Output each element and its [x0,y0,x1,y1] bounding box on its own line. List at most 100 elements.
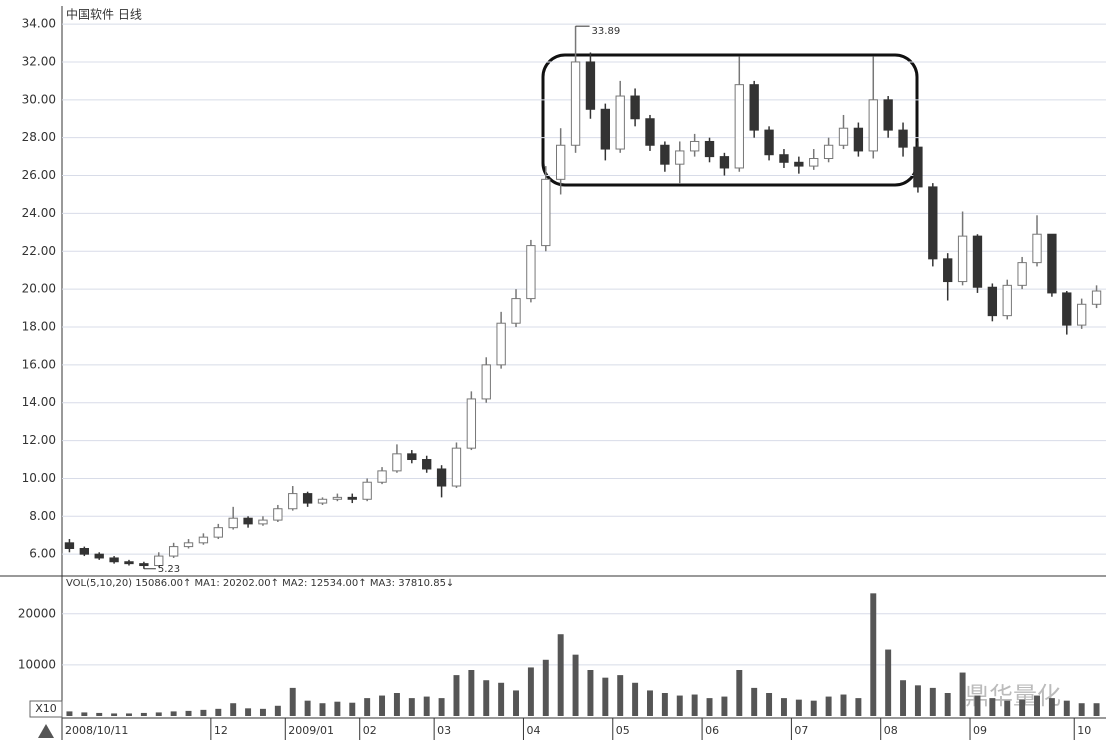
volume-bar [959,672,966,716]
candle-body [704,140,715,158]
volume-bar [1034,695,1040,716]
volume-bar [780,698,787,716]
candle-body [972,235,983,288]
candle-body [288,493,298,510]
volume-bar [155,712,162,716]
volume-bar [111,713,118,716]
candle-body [838,127,849,146]
candle-body [347,496,357,500]
volume-bar [795,699,802,716]
volume-bar [825,696,832,716]
volume-legend: VOL(5,10,20) 15086.00↑ MA1: 20202.00↑ MA… [66,578,454,589]
candle-body [1077,303,1087,326]
candle-body [258,519,268,525]
candle-body [823,144,834,160]
candle-body [600,108,610,150]
candle-body [79,547,89,555]
volume-bar [245,708,252,716]
volume-bar [364,698,371,716]
y-tick-label: 10000 [18,657,56,671]
candle-body [407,453,417,461]
x-tick-label: 08 [884,724,898,737]
candle-body [570,61,581,146]
candle-body [764,129,774,156]
y-tick-label: 24.00 [22,206,56,220]
volume-bar [900,680,907,716]
candle-body [109,557,119,563]
volume-bar [810,700,817,716]
unit-box [29,700,63,718]
y-tick-label: 8.00 [29,509,56,523]
volume-bar [200,709,207,716]
candle-body [332,496,343,500]
volume-bar [170,711,177,716]
y-tick-label: 14.00 [22,395,56,409]
volume-bar [736,670,743,716]
x-tick-label: 10 [1077,724,1091,737]
y-tick-label: 20000 [18,606,56,620]
scroll-icon [38,724,54,738]
min-label: 5.23 [158,564,180,575]
x-tick-label: 2008/10/11 [65,724,128,737]
candle-body [198,536,209,544]
volume-bar [1063,700,1070,716]
candle-body [124,561,134,565]
volume-bar [1078,703,1085,716]
x-tick-label: 07 [794,724,808,737]
volume-bar [676,695,683,716]
y-tick-label: 30.00 [22,92,56,106]
candle-body [1017,262,1027,286]
candle-body [794,161,804,167]
watermark: 鼎华量化 [965,682,1061,710]
volume-bar [647,690,653,716]
y-tick-label: 12.00 [22,433,56,447]
y-tick-label: 28.00 [22,130,56,144]
candle-body [675,150,685,165]
candle-body [362,481,372,500]
candle-body [883,99,893,131]
volume-bar [1019,699,1026,716]
candle-body [496,322,506,366]
x-tick-label: 2009/01 [288,724,334,737]
volume-bar [349,702,356,716]
candle-body [898,129,908,148]
volume-bar [126,713,132,716]
candle-body [868,99,878,152]
candle-body [585,61,596,110]
candle-body [1047,233,1057,294]
candle-body [154,555,164,567]
volume-bar [259,708,266,716]
volume-bar [840,694,847,716]
volume-bar [185,710,192,716]
volume-bar [498,682,505,716]
x-tick-label: 02 [363,724,377,737]
candle-body [943,258,953,283]
volume-bar [140,712,147,716]
volume-bar [408,698,415,716]
volume-bar [423,696,430,716]
volume-bar [766,693,773,716]
candle-body [1002,284,1012,317]
volume-bar [468,670,475,716]
y-tick-label: 16.00 [22,357,56,371]
volume-bar [870,593,877,716]
candle-body [645,118,655,146]
candle-body [302,493,313,504]
volume-bar [974,695,981,716]
candle-body [1091,290,1102,305]
volume-bar [706,698,713,716]
highlight-box [541,53,919,187]
candle-body [183,542,194,548]
candle-body [541,178,551,247]
volume-bar [527,667,534,716]
chart-title: 中国软件 日线 [66,7,142,22]
y-tick-label: 6.00 [29,547,56,561]
candle-body [392,453,402,472]
volume-bar [661,693,668,716]
volume-bar [989,698,996,716]
candle-body [273,508,283,521]
candle-body [466,398,477,449]
candle-body [809,158,819,167]
volume-bar [1093,703,1100,716]
